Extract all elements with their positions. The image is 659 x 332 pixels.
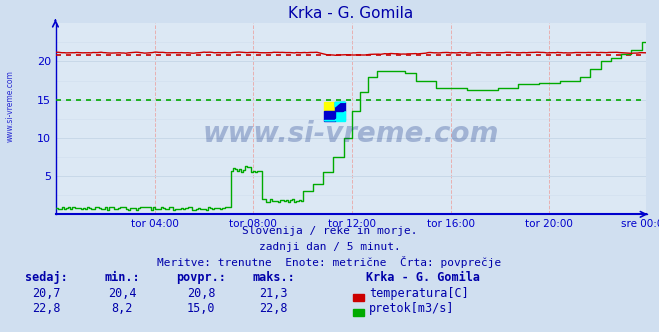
Text: maks.:: maks.:	[252, 271, 295, 284]
Text: 22,8: 22,8	[32, 302, 61, 315]
Text: pretok[m3/s]: pretok[m3/s]	[369, 302, 455, 315]
Text: sedaj:: sedaj:	[25, 271, 67, 284]
Text: zadnji dan / 5 minut.: zadnji dan / 5 minut.	[258, 242, 401, 252]
Text: Meritve: trenutne  Enote: metrične  Črta: povprečje: Meritve: trenutne Enote: metrične Črta: …	[158, 256, 501, 268]
Text: 15,0: 15,0	[186, 302, 215, 315]
Text: povpr.:: povpr.:	[176, 271, 226, 284]
Text: 22,8: 22,8	[259, 302, 288, 315]
Text: 21,3: 21,3	[259, 287, 288, 300]
Text: 20,8: 20,8	[186, 287, 215, 300]
Text: 8,2: 8,2	[111, 302, 132, 315]
Text: min.:: min.:	[104, 271, 140, 284]
Text: Krka - G. Gomila: Krka - G. Gomila	[366, 271, 480, 284]
Text: 20,7: 20,7	[32, 287, 61, 300]
Title: Krka - G. Gomila: Krka - G. Gomila	[288, 6, 414, 21]
Text: www.si-vreme.com: www.si-vreme.com	[5, 70, 14, 142]
Text: Slovenija / reke in morje.: Slovenija / reke in morje.	[242, 226, 417, 236]
Text: www.si-vreme.com: www.si-vreme.com	[203, 120, 499, 148]
Text: 20,4: 20,4	[107, 287, 136, 300]
Text: temperatura[C]: temperatura[C]	[369, 287, 469, 300]
